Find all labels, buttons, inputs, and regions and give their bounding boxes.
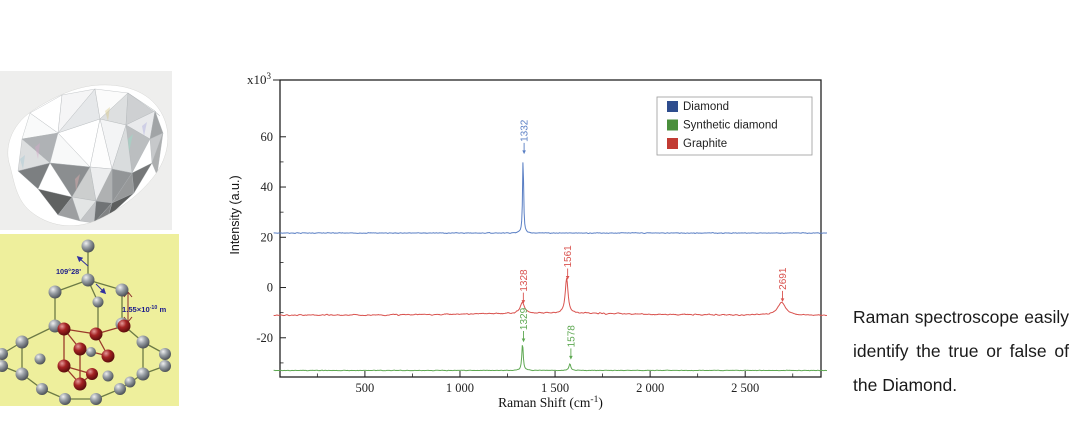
svg-text:1329: 1329 <box>519 307 530 330</box>
svg-text:-20: -20 <box>256 331 273 345</box>
svg-text:2 500: 2 500 <box>731 381 759 395</box>
svg-text:0: 0 <box>267 281 273 295</box>
svg-text:2691: 2691 <box>778 267 789 290</box>
svg-text:1 000: 1 000 <box>446 381 474 395</box>
svg-text:1.55×10-10 m: 1.55×10-10 m <box>122 305 166 314</box>
svg-text:Intensity (a.u.): Intensity (a.u.) <box>228 175 242 254</box>
svg-text:40: 40 <box>261 180 274 194</box>
svg-text:1332: 1332 <box>520 119 531 142</box>
svg-text:Diamond: Diamond <box>683 101 729 113</box>
svg-text:109°28': 109°28' <box>56 267 81 276</box>
svg-text:2 000: 2 000 <box>636 381 664 395</box>
svg-text:1561: 1561 <box>563 245 574 268</box>
svg-text:x103: x103 <box>247 71 272 87</box>
svg-text:1328: 1328 <box>519 269 530 292</box>
svg-text:1578: 1578 <box>566 325 577 348</box>
svg-text:Synthetic diamond: Synthetic diamond <box>683 120 778 132</box>
svg-text:20: 20 <box>261 230 274 244</box>
svg-text:60: 60 <box>261 130 274 144</box>
svg-text:Graphite: Graphite <box>683 138 727 150</box>
svg-text:1 500: 1 500 <box>541 381 569 395</box>
svg-text:Raman Shift (cm-1): Raman Shift (cm-1) <box>498 395 603 410</box>
svg-text:500: 500 <box>356 381 375 395</box>
